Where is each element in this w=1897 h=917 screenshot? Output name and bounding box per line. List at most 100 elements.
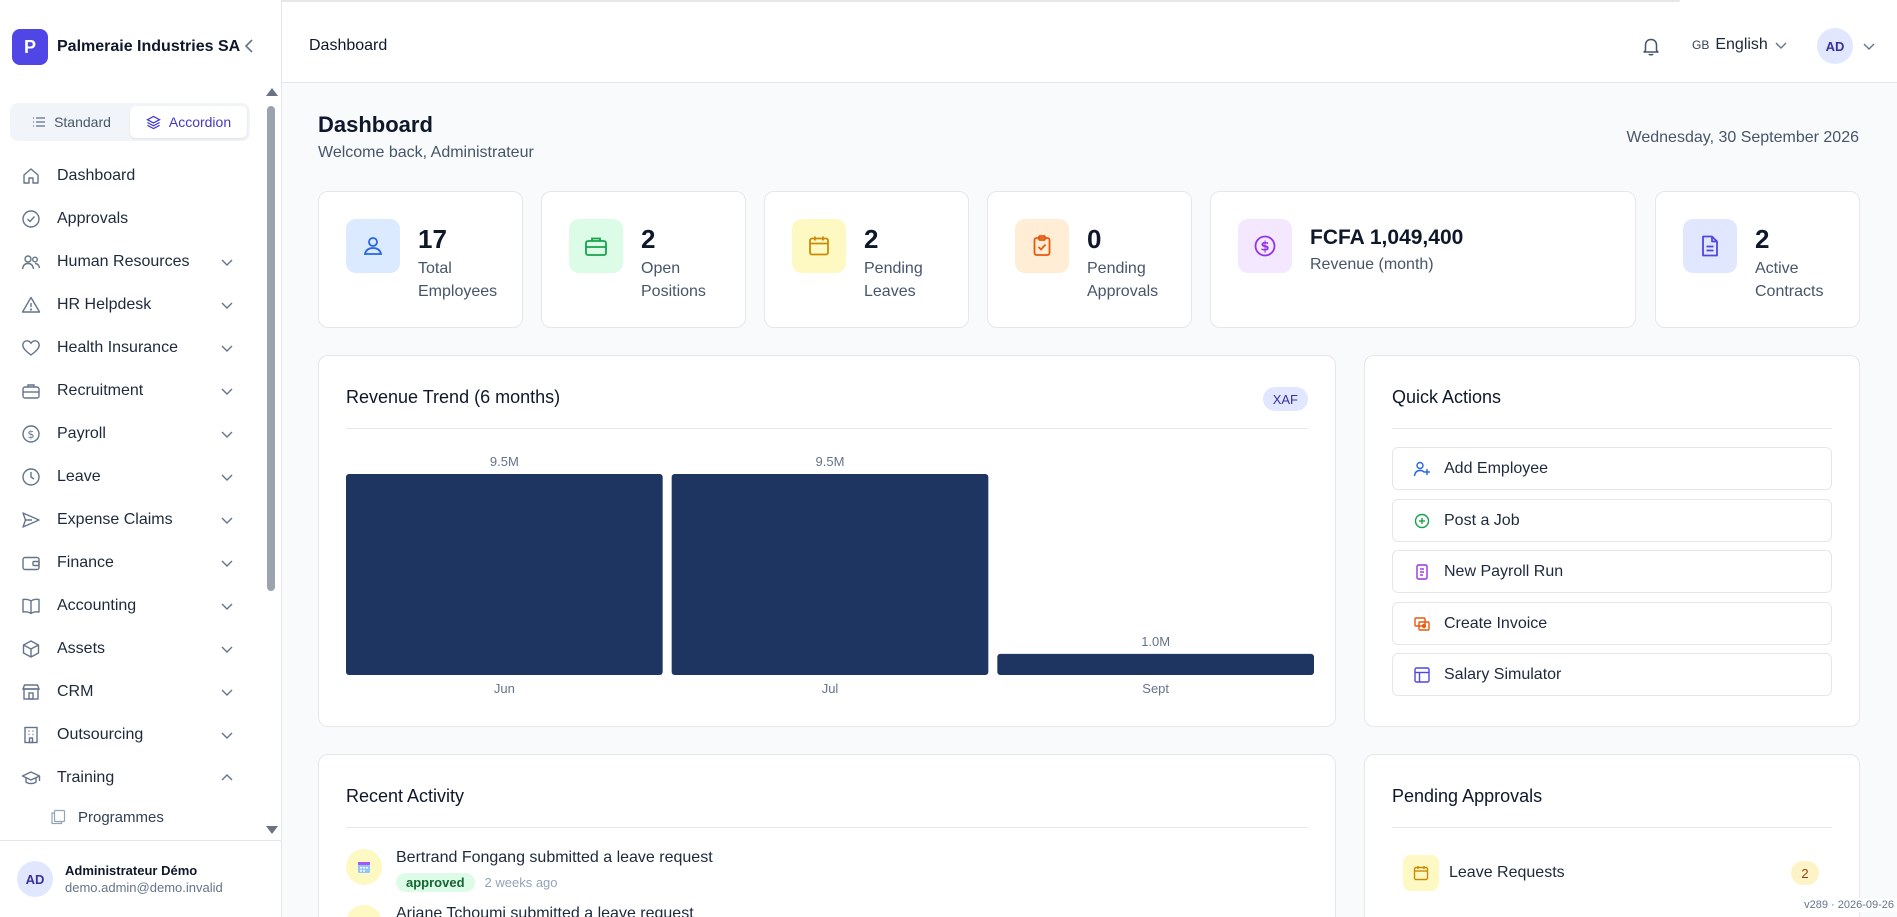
stat-card-open-positions[interactable]: 2 Open Positions: [541, 191, 746, 328]
x-tick-label: Jul: [822, 681, 839, 696]
sidebar-subitem-programmes[interactable]: Programmes: [0, 799, 252, 834]
scroll-down-arrow[interactable]: [266, 826, 278, 834]
mode-accordion-label: Accordion: [168, 114, 232, 130]
collapse-sidebar-button[interactable]: [242, 36, 256, 60]
sidebar-item-training[interactable]: Training: [0, 756, 252, 799]
x-tick-label: Sept: [1142, 681, 1169, 696]
chevron-up-icon: [221, 773, 233, 780]
sidebar-item-leave[interactable]: Leave: [0, 455, 252, 498]
sidebar-item-label: Health Insurance: [57, 338, 178, 356]
stat-card-total-employees[interactable]: 17 Total Employees: [318, 191, 523, 328]
action-label: New Payroll Run: [1444, 562, 1564, 580]
sidebar-item-recruitment[interactable]: Recruitment: [0, 369, 252, 412]
sidebar-item-approvals[interactable]: Approvals: [0, 197, 252, 240]
dollar-circle-icon: $: [1254, 235, 1276, 257]
scroll-thumb[interactable]: [267, 106, 275, 591]
new-payroll-run-button[interactable]: New Payroll Run: [1392, 550, 1832, 593]
brand[interactable]: P Palmeraie Industries SA: [12, 29, 240, 65]
bar-jul[interactable]: [671, 474, 989, 675]
sidebar-item-label: Approvals: [57, 209, 129, 227]
store-icon: [21, 682, 41, 702]
dollar-circle-icon: $: [21, 424, 41, 444]
stat-card-active-contracts[interactable]: 2 Active Contracts: [1655, 191, 1860, 328]
stat-icon-bg: [1683, 219, 1737, 273]
sidebar-item-human-resources[interactable]: Human Resources: [0, 240, 252, 283]
mode-standard-button[interactable]: Standard: [13, 106, 130, 138]
stat-card-revenue[interactable]: $ FCFA 1,049,400 Revenue (month): [1210, 191, 1636, 328]
post-job-button[interactable]: Post a Job: [1392, 499, 1832, 542]
sidebar-item-assets[interactable]: Assets: [0, 627, 252, 670]
bar-sept[interactable]: [997, 653, 1314, 675]
sidebar-item-finance[interactable]: Finance: [0, 541, 252, 584]
data-label: 9.5M: [816, 454, 845, 469]
bar-jun[interactable]: [346, 474, 663, 675]
user-menu-avatar[interactable]: AD: [1817, 28, 1853, 64]
home-icon: [21, 166, 41, 186]
chevron-down-icon: [221, 259, 233, 266]
stat-value: 0: [1087, 224, 1102, 254]
activity-text: Bertrand Fongang submitted a leave reque…: [396, 849, 713, 866]
action-label: Add Employee: [1444, 459, 1549, 477]
stat-label: Active Contracts: [1755, 260, 1824, 300]
approval-count-badge: 2: [1791, 861, 1819, 885]
version-label: v289 · 2026-09-26: [1801, 898, 1897, 912]
stat-label: Open Positions: [641, 260, 706, 300]
activity-item[interactable]: Bertrand Fongang submitted a leave reque…: [346, 849, 713, 892]
card-divider: [346, 827, 1308, 828]
stat-value: FCFA 1,049,400: [1310, 226, 1464, 249]
table-icon: [1413, 666, 1431, 684]
stat-icon-bg: [346, 219, 400, 273]
plus-circle-icon: [1413, 512, 1431, 530]
sidebar-item-crm[interactable]: CRM: [0, 670, 252, 713]
sidebar-item-hr-helpdesk[interactable]: HR Helpdesk: [0, 283, 252, 326]
sidebar: P Palmeraie Industries SA Standard Accor…: [0, 0, 282, 917]
sidebar-item-payroll[interactable]: $ Payroll: [0, 412, 252, 455]
brand-logo: P: [12, 29, 48, 65]
add-employee-button[interactable]: Add Employee: [1392, 447, 1832, 490]
scroll-up-arrow[interactable]: [266, 88, 278, 96]
page-subtitle: Welcome back, Administrateur: [318, 144, 534, 161]
pending-approvals-row[interactable]: Leave Requests 2: [1403, 855, 1819, 891]
send-icon: [21, 510, 41, 530]
user-card[interactable]: AD Administrateur Démo demo.admin@demo.i…: [0, 840, 282, 917]
salary-simulator-button[interactable]: Salary Simulator: [1392, 653, 1832, 696]
activity-item[interactable]: Ariane Tchoumi submitted a leave request: [346, 905, 694, 917]
stat-value: 2: [1755, 224, 1770, 254]
notifications-button[interactable]: [1640, 35, 1662, 57]
sidebar-item-accounting[interactable]: Accounting: [0, 584, 252, 627]
stat-card-pending-approvals[interactable]: 0 Pending Approvals: [987, 191, 1192, 328]
chevron-down-icon: [221, 431, 233, 438]
create-invoice-button[interactable]: Create Invoice: [1392, 602, 1832, 645]
revenue-trend-card: Revenue Trend (6 months) XAF 9.5M Jun 9.5M…: [318, 355, 1336, 727]
language-selector[interactable]: GB English: [1692, 36, 1788, 54]
chevron-down-icon: [221, 302, 233, 309]
sidebar-item-label: Human Resources: [57, 252, 190, 270]
chevron-down-icon: [221, 560, 233, 567]
activity-text: Ariane Tchoumi submitted a leave request: [396, 905, 694, 917]
pending-approvals-card: Pending Approvals Leave Requests 2: [1364, 754, 1860, 917]
action-label: Create Invoice: [1444, 614, 1548, 632]
sidebar-item-expense-claims[interactable]: Expense Claims: [0, 498, 252, 541]
stat-value: 17: [418, 224, 447, 254]
stat-card-pending-leaves[interactable]: 2 Pending Leaves: [764, 191, 969, 328]
alert-triangle-icon: [21, 295, 41, 315]
current-date: Wednesday, 30 September 2026: [1626, 129, 1859, 146]
recent-activity-card: Recent Activity Bertrand Fongang submitt…: [318, 754, 1336, 917]
invoice-icon: [1413, 615, 1431, 633]
sidebar-subitem-label: Programmes: [78, 808, 164, 826]
chevron-down-icon[interactable]: [1862, 39, 1876, 53]
stat-value: 2: [641, 224, 656, 254]
sidebar-item-outsourcing[interactable]: Outsourcing: [0, 713, 252, 756]
sidebar-scrollbar[interactable]: [264, 86, 278, 836]
quick-actions-card: Quick Actions Add Employee Post a Job Ne…: [1364, 355, 1860, 727]
copy-icon: [50, 809, 66, 825]
bell-icon: [1643, 38, 1659, 56]
card-title: Revenue Trend (6 months): [346, 387, 561, 407]
clock-icon: [21, 467, 41, 487]
sidebar-item-dashboard[interactable]: Dashboard: [0, 154, 252, 197]
sidebar-item-label: Expense Claims: [57, 510, 173, 528]
sidebar-item-health-insurance[interactable]: Health Insurance: [0, 326, 252, 369]
data-label: 9.5M: [490, 454, 519, 469]
mode-accordion-button[interactable]: Accordion: [130, 106, 247, 138]
calendar-icon: [346, 905, 382, 917]
